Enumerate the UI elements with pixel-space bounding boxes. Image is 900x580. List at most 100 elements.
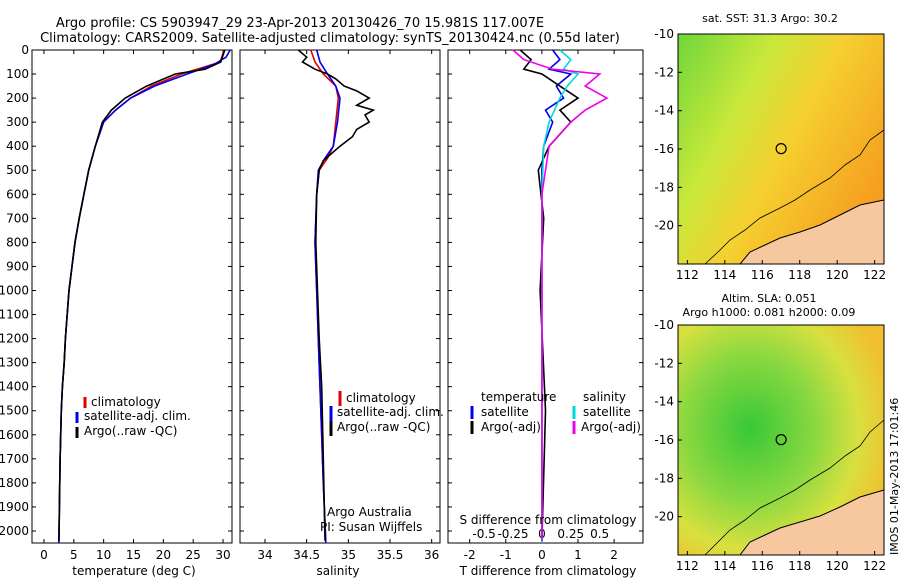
series-line [58,49,226,541]
x-tick-label: 35 [341,548,356,562]
difference-xlabel-top: S difference from climatology [460,513,637,527]
side-timestamp: IMOS 01-May-2013 17:01:46 [888,398,900,555]
map-x-tick-label: 116 [751,559,774,573]
s-tick-label: 0.5 [590,527,609,541]
x-tick-label: 1 [574,548,582,562]
sst-map-axes: 112 114 116 118 120 122 -10 -12 -14 -16 -18 -20 [654,27,886,282]
map-x-tick-label: 122 [863,559,886,573]
map-y-tick-label: -16 [654,433,674,447]
x-tick-label: 20 [156,548,171,562]
salinity-panel-frame [239,49,441,544]
legend-satellite-adj: satellite-adj. clim. [84,409,191,423]
map-y-tick-label: -10 [654,318,674,332]
y-tick-label: 1500 [0,404,29,418]
series-line [58,49,225,544]
title-line-1: Argo profile: CS 5903947_29 23-Apr-2013 … [56,16,544,31]
y-tick-label: 1900 [0,500,29,514]
sla-depth-contour [704,419,885,556]
s-tick-label: -0.5 [472,527,495,541]
y-tick-label: 600 [6,187,29,201]
y-tick-label: 100 [6,67,29,81]
legend-argo-sal: Argo(..raw -QC) [337,420,430,434]
legend-sal-satellite: satellite [583,405,631,419]
x-tick-label: 2 [610,548,618,562]
sla-map-subtitle: Argo h1000: 0.081 h2000: 0.09 [683,306,856,319]
difference-xlabel: T difference from climatology [459,564,637,578]
salinity-xlabel: salinity [316,564,359,578]
legend-temperature-heading: temperature [481,390,556,404]
salinity-legend: climatology satellite-adj. clim. Argo(..… [329,391,444,436]
temperature-xlabel: temperature (deg C) [72,564,195,578]
y-tick-label: 1400 [0,380,29,394]
y-tick-label: 300 [6,115,29,129]
series-line [519,49,580,541]
x-tick-label: -2 [464,548,476,562]
map-y-tick-label: -18 [654,471,674,485]
map-x-tick-label: 114 [713,559,736,573]
map-x-tick-label: 118 [788,559,811,573]
argo-position-marker [775,143,787,155]
x-tick-label: 34 [257,548,272,562]
map-y-tick-label: -14 [654,395,674,409]
x-tick-label: 25 [186,548,201,562]
temperature-plot: 0 5 10 15 20 25 300100200300400500600700800900… [0,43,232,562]
legend-salinity-heading: salinity [583,390,626,404]
map-y-tick-label: -20 [654,510,674,524]
map-y-tick-label: -12 [654,356,674,370]
x-tick-label: 5 [70,548,78,562]
map-y-tick-label: -14 [654,104,674,118]
y-tick-label: 1700 [0,452,29,466]
series-line [541,49,573,543]
map-x-tick-label: 122 [863,268,886,282]
legend-temp-argo: Argo(-adj) [481,420,541,434]
y-tick-label: 1600 [0,428,29,442]
y-tick-label: 900 [6,259,29,273]
difference-plot: -2 -1 0 1 2-0.5 -0.25 0 0.25 0.5 [448,49,643,562]
salinity-plot: 34 34.5 35 35.5 36 [240,49,440,562]
credit-line-1: Argo Australia [327,505,412,519]
series-line [314,49,341,544]
argo-position-marker [775,434,787,446]
y-tick-label: 1100 [0,308,29,322]
y-tick-label: 0 [21,43,29,57]
x-tick-label: 10 [96,548,111,562]
legend-satellite-adj-sal: satellite-adj. clim. [337,405,444,419]
x-tick-label: 35.5 [377,548,404,562]
sst-map [677,33,885,265]
map-y-tick-label: -10 [654,27,674,41]
y-tick-label: 400 [6,139,29,153]
series-line [541,49,580,543]
y-tick-label: 800 [6,235,29,249]
s-tick-label: 0.25 [557,527,584,541]
s-tick-label: -0.25 [497,527,528,541]
sst-map-title: sat. SST: 31.3 Argo: 30.2 [702,12,838,25]
y-tick-label: 1800 [0,476,29,490]
series-line [297,49,376,541]
legend-sal-argo: Argo(-adj) [581,420,641,434]
temperature-legend: climatology satellite-adj. clim. Argo(..… [75,395,191,438]
sla-map-axes: 112 114 116 118 120 122 -10 -12 -14 -16 -18 -20 [654,318,886,573]
x-tick-label: 0 [40,548,48,562]
y-tick-label: 1000 [0,283,29,297]
x-tick-label: 15 [126,548,141,562]
sst-depth-contour [704,129,885,265]
x-tick-label: 0 [538,548,546,562]
map-x-tick-label: 112 [676,559,699,573]
y-tick-label: 500 [6,163,29,177]
x-tick-label: 34.5 [293,548,320,562]
sla-map-title: Altim. SLA: 0.051 [721,292,816,305]
map-x-tick-label: 116 [751,268,774,282]
map-y-tick-label: -18 [654,180,674,194]
legend-argo: Argo(..raw -QC) [84,424,177,438]
map-y-tick-label: -16 [654,142,674,156]
y-tick-label: 2000 [0,524,29,538]
sla-map [677,324,885,556]
map-x-tick-label: 120 [826,268,849,282]
y-tick-label: 1300 [0,356,29,370]
title-line-2: Climatology: CARS2009. Satellite-adjuste… [40,31,620,46]
temperature-panel-frame [31,49,233,544]
series-line [310,49,340,544]
series-line [512,49,609,541]
y-tick-label: 700 [6,211,29,225]
